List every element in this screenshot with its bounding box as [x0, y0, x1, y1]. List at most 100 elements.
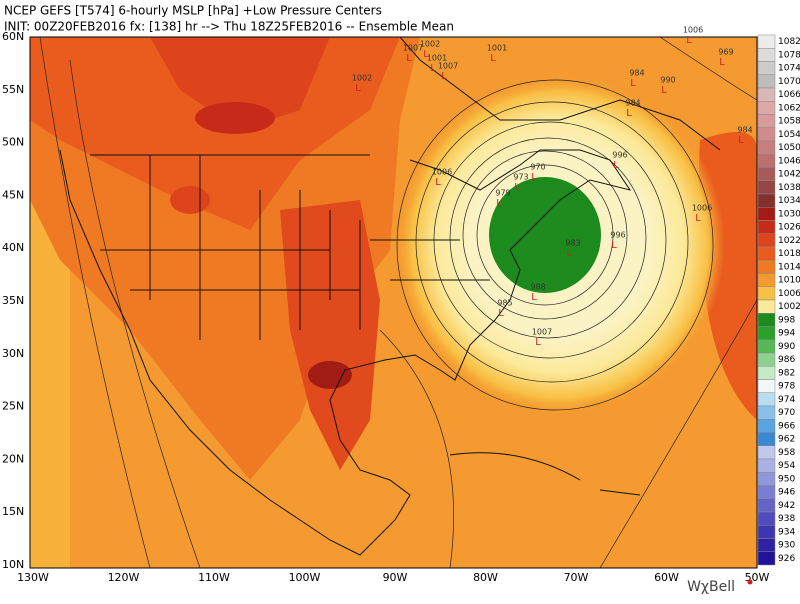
colorbar-label: 942	[778, 501, 795, 511]
colorbar: 1082 1078 1074 1070 1066 1062 1058 1054 1050 1046…	[757, 34, 800, 566]
low-pressure-value: 1007	[438, 62, 458, 71]
colorbar-swatch	[757, 34, 776, 49]
longitude-labels: 130W 120W 110W 100W 90W 80W 70W 60W 50W	[17, 571, 769, 584]
colorbar-swatch	[757, 114, 776, 128]
title: NCEP GEFS [T574] 6-hourly MSLP [hPa] +Lo…	[4, 4, 382, 18]
low-marker: L	[535, 337, 541, 348]
colorbar-swatch	[757, 472, 776, 486]
colorbar-label: 986	[778, 355, 795, 365]
low-marker: L	[441, 71, 447, 82]
colorbar-label: 1050	[778, 143, 800, 153]
colorbar-label: 934	[778, 527, 795, 537]
colorbar-swatch	[757, 458, 776, 473]
latitude-label: 55N	[2, 83, 24, 96]
low-pressure-value: 983	[565, 239, 580, 248]
colorbar-label: 1062	[778, 103, 800, 113]
low-marker: L	[630, 78, 636, 89]
colorbar-label: 1034	[778, 196, 800, 206]
colorbar-label: 990	[778, 342, 795, 352]
longitude-label: 60W	[654, 571, 679, 584]
colorbar-swatch	[757, 74, 776, 89]
latitude-label: 60N	[2, 30, 24, 43]
colorbar-label: 1066	[778, 90, 800, 100]
latitude-label: 10N	[2, 558, 24, 571]
colorbar-label: 958	[778, 448, 795, 458]
low-pressure-value: 985	[497, 299, 512, 308]
colorbar-label: 1054	[778, 130, 800, 140]
colorbar-label: 1026	[778, 223, 800, 233]
colorbar-swatch	[757, 193, 776, 208]
colorbar-swatch	[757, 339, 776, 354]
colorbar-swatch	[757, 233, 776, 248]
low-pressure-value: 1006	[692, 204, 712, 213]
low-pressure-value: 990	[660, 76, 675, 85]
colorbar-label: 1018	[778, 249, 800, 259]
colorbar-label: 950	[778, 474, 795, 484]
colorbar-label: 1070	[778, 77, 800, 87]
latitude-label: 45N	[2, 188, 24, 201]
colorbar-label: 1014	[778, 262, 800, 272]
low-pressure-value: 1002	[420, 40, 440, 49]
colorbar-label: 974	[778, 395, 795, 405]
low-marker: L	[490, 53, 496, 64]
low-pressure-value: 988	[530, 283, 545, 292]
longitude-label: 70W	[564, 571, 589, 584]
colorbar-label: 982	[778, 368, 795, 378]
low-marker: L	[498, 308, 504, 319]
colorbar-swatch	[757, 405, 776, 420]
subtitle: INIT: 00Z20FEB2016 fx: [138] hr --> Thu …	[4, 20, 454, 34]
low-marker: L	[738, 135, 744, 146]
low-pressure-value: 979	[495, 189, 510, 198]
latitude-labels: 60N 55N 50N 45N 40N 35N 30N 25N 20N 15N 10N	[2, 30, 24, 571]
low-marker: L	[355, 83, 361, 94]
colorbar-swatch	[757, 551, 776, 566]
colorbar-swatch	[757, 260, 776, 274]
colorbar-label: 1042	[778, 170, 800, 180]
colorbar-swatch	[757, 246, 776, 261]
latitude-label: 35N	[2, 294, 24, 307]
map	[30, 37, 757, 568]
colorbar-swatch	[757, 313, 776, 327]
low-marker: L	[661, 85, 667, 96]
latitude-label: 30N	[2, 347, 24, 360]
colorbar-label: 1022	[778, 236, 800, 246]
colorbar-swatch	[757, 392, 776, 407]
colorbar-swatch	[757, 127, 776, 142]
latitude-label: 15N	[2, 505, 24, 518]
colorbar-label: 954	[778, 461, 795, 471]
low-marker: L	[719, 57, 725, 68]
colorbar-label: 970	[778, 408, 795, 418]
colorbar-swatch	[757, 286, 776, 301]
colorbar-label: 1046	[778, 156, 800, 166]
low-pressure-value: 1002	[352, 74, 372, 83]
colorbar-label: 1010	[778, 276, 800, 286]
latitude-label: 40N	[2, 241, 24, 254]
longitude-label: 100W	[289, 571, 321, 584]
colorbar-swatch	[757, 498, 776, 513]
latitude-label: 20N	[2, 452, 24, 465]
colorbar-label: 994	[778, 329, 795, 339]
low-pressure-value: 1007	[532, 328, 552, 337]
colorbar-label: 1002	[778, 302, 800, 312]
colorbar-swatch	[757, 48, 776, 62]
low-pressure-value: 1001	[427, 54, 447, 63]
colorbar-swatch	[757, 207, 776, 221]
colorbar-swatch	[757, 485, 776, 499]
colorbar-swatch	[757, 154, 776, 168]
colorbar-label: 1078	[778, 50, 800, 60]
colorbar-label: 998	[778, 315, 795, 325]
low-marker: L	[626, 108, 632, 119]
colorbar-label: 1030	[778, 209, 800, 219]
colorbar-swatch	[757, 352, 776, 367]
longitude-label: 120W	[108, 571, 140, 584]
low-marker: L	[686, 35, 692, 46]
low-marker: L	[613, 160, 619, 171]
low-pressure-value: 984	[737, 126, 752, 135]
low-pressure-value: 984	[625, 99, 640, 108]
colorbar-swatch	[757, 299, 776, 314]
colorbar-swatch	[757, 220, 776, 234]
longitude-label: 110W	[198, 571, 230, 584]
colorbar-label: 978	[778, 382, 795, 392]
